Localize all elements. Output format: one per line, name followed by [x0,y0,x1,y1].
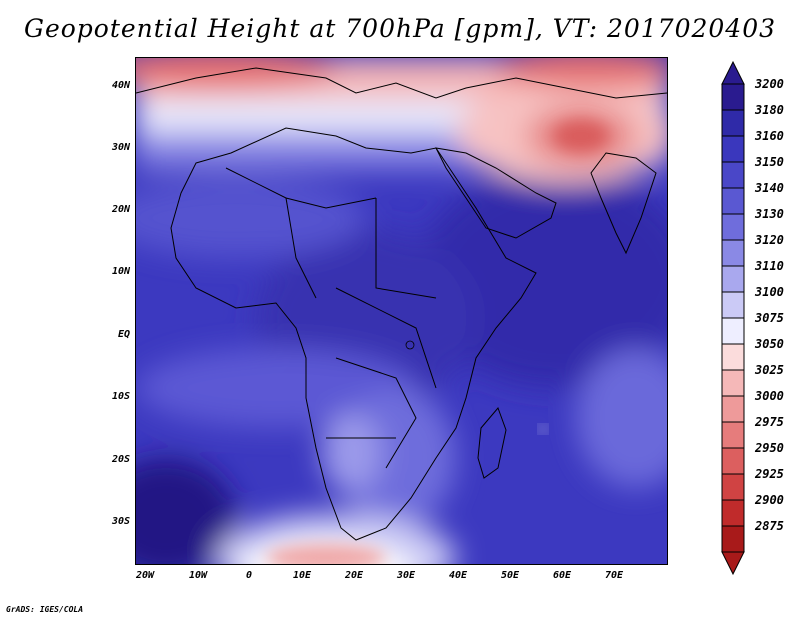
colorbar-swatch [721,473,745,501]
colorbar-label: 3130 [755,207,784,221]
colorbar-label: 3100 [755,285,784,299]
colorbar-label: 2950 [755,441,784,455]
colorbar-swatch [721,343,745,371]
lat-label-10n: 10N [111,266,130,277]
colorbar-label: 3025 [755,363,784,377]
colorbar-swatch [721,239,745,267]
colorbar-swatch [721,135,745,163]
lon-label-30e: 30E [396,570,416,581]
colorbar-min-arrow [721,551,745,576]
lat-label-20n: 20N [111,204,130,215]
footer-credit: GrADS: IGES/COLA [6,605,84,614]
lon-label-70e: 70E [604,570,624,581]
colorbar-swatch [721,447,745,475]
colorbar-label: 3160 [755,129,784,143]
colorbar-label: 2975 [755,415,784,429]
colorbar-swatch [721,291,745,319]
map-title: Geopotential Height at 700hPa [gpm], VT:… [23,14,777,43]
colorbar-label: 3150 [755,155,784,169]
colorbar-swatch [721,83,745,111]
colorbar-swatch [721,213,745,241]
lat-label-20s: 20S [111,454,130,465]
colorbar-swatch [721,499,745,527]
colorbar-label: 2925 [755,467,784,481]
lon-label-0: 0 [245,570,253,581]
colorbar-swatch [721,421,745,449]
colorbar-swatch [721,525,745,553]
colorbar-label: 2875 [755,519,784,533]
colorbar-label: 3200 [755,77,784,91]
colorbar-label: 3075 [755,311,784,325]
colorbar-label: 3140 [755,181,784,195]
lat-label-30s: 30S [111,516,130,527]
colorbar-swatch [721,187,745,215]
lon-label-60e: 60E [552,570,572,581]
colorbar-label: 3110 [755,259,784,273]
colorbar-swatch [721,317,745,345]
colorbar-swatch [721,265,745,293]
lon-label-50e: 50E [500,570,520,581]
lat-label-30n: 30N [111,142,130,153]
lon-label-10w: 10W [188,570,208,581]
geopotential-map [136,58,667,564]
lon-label-10e: 10E [292,570,312,581]
colorbar-label: 2900 [755,493,784,507]
colorbar-swatch [721,161,745,189]
colorbar-label: 3000 [755,389,784,403]
lon-label-20e: 20E [344,570,364,581]
lat-label-eq: EQ [117,329,130,340]
lon-label-20w: 20W [135,570,155,581]
colorbar-swatch [721,395,745,423]
lon-label-40e: 40E [448,570,468,581]
lat-label-10s: 10S [111,391,130,402]
colorbar-label: 3120 [755,233,784,247]
colorbar-swatch [721,369,745,397]
colorbar-swatch [721,109,745,137]
lat-label-40n: 40N [111,80,130,91]
colorbar-label: 3050 [755,337,784,351]
colorbar-max-arrow [721,60,745,85]
map-panel [135,57,668,565]
colorbar-label: 3180 [755,103,784,117]
